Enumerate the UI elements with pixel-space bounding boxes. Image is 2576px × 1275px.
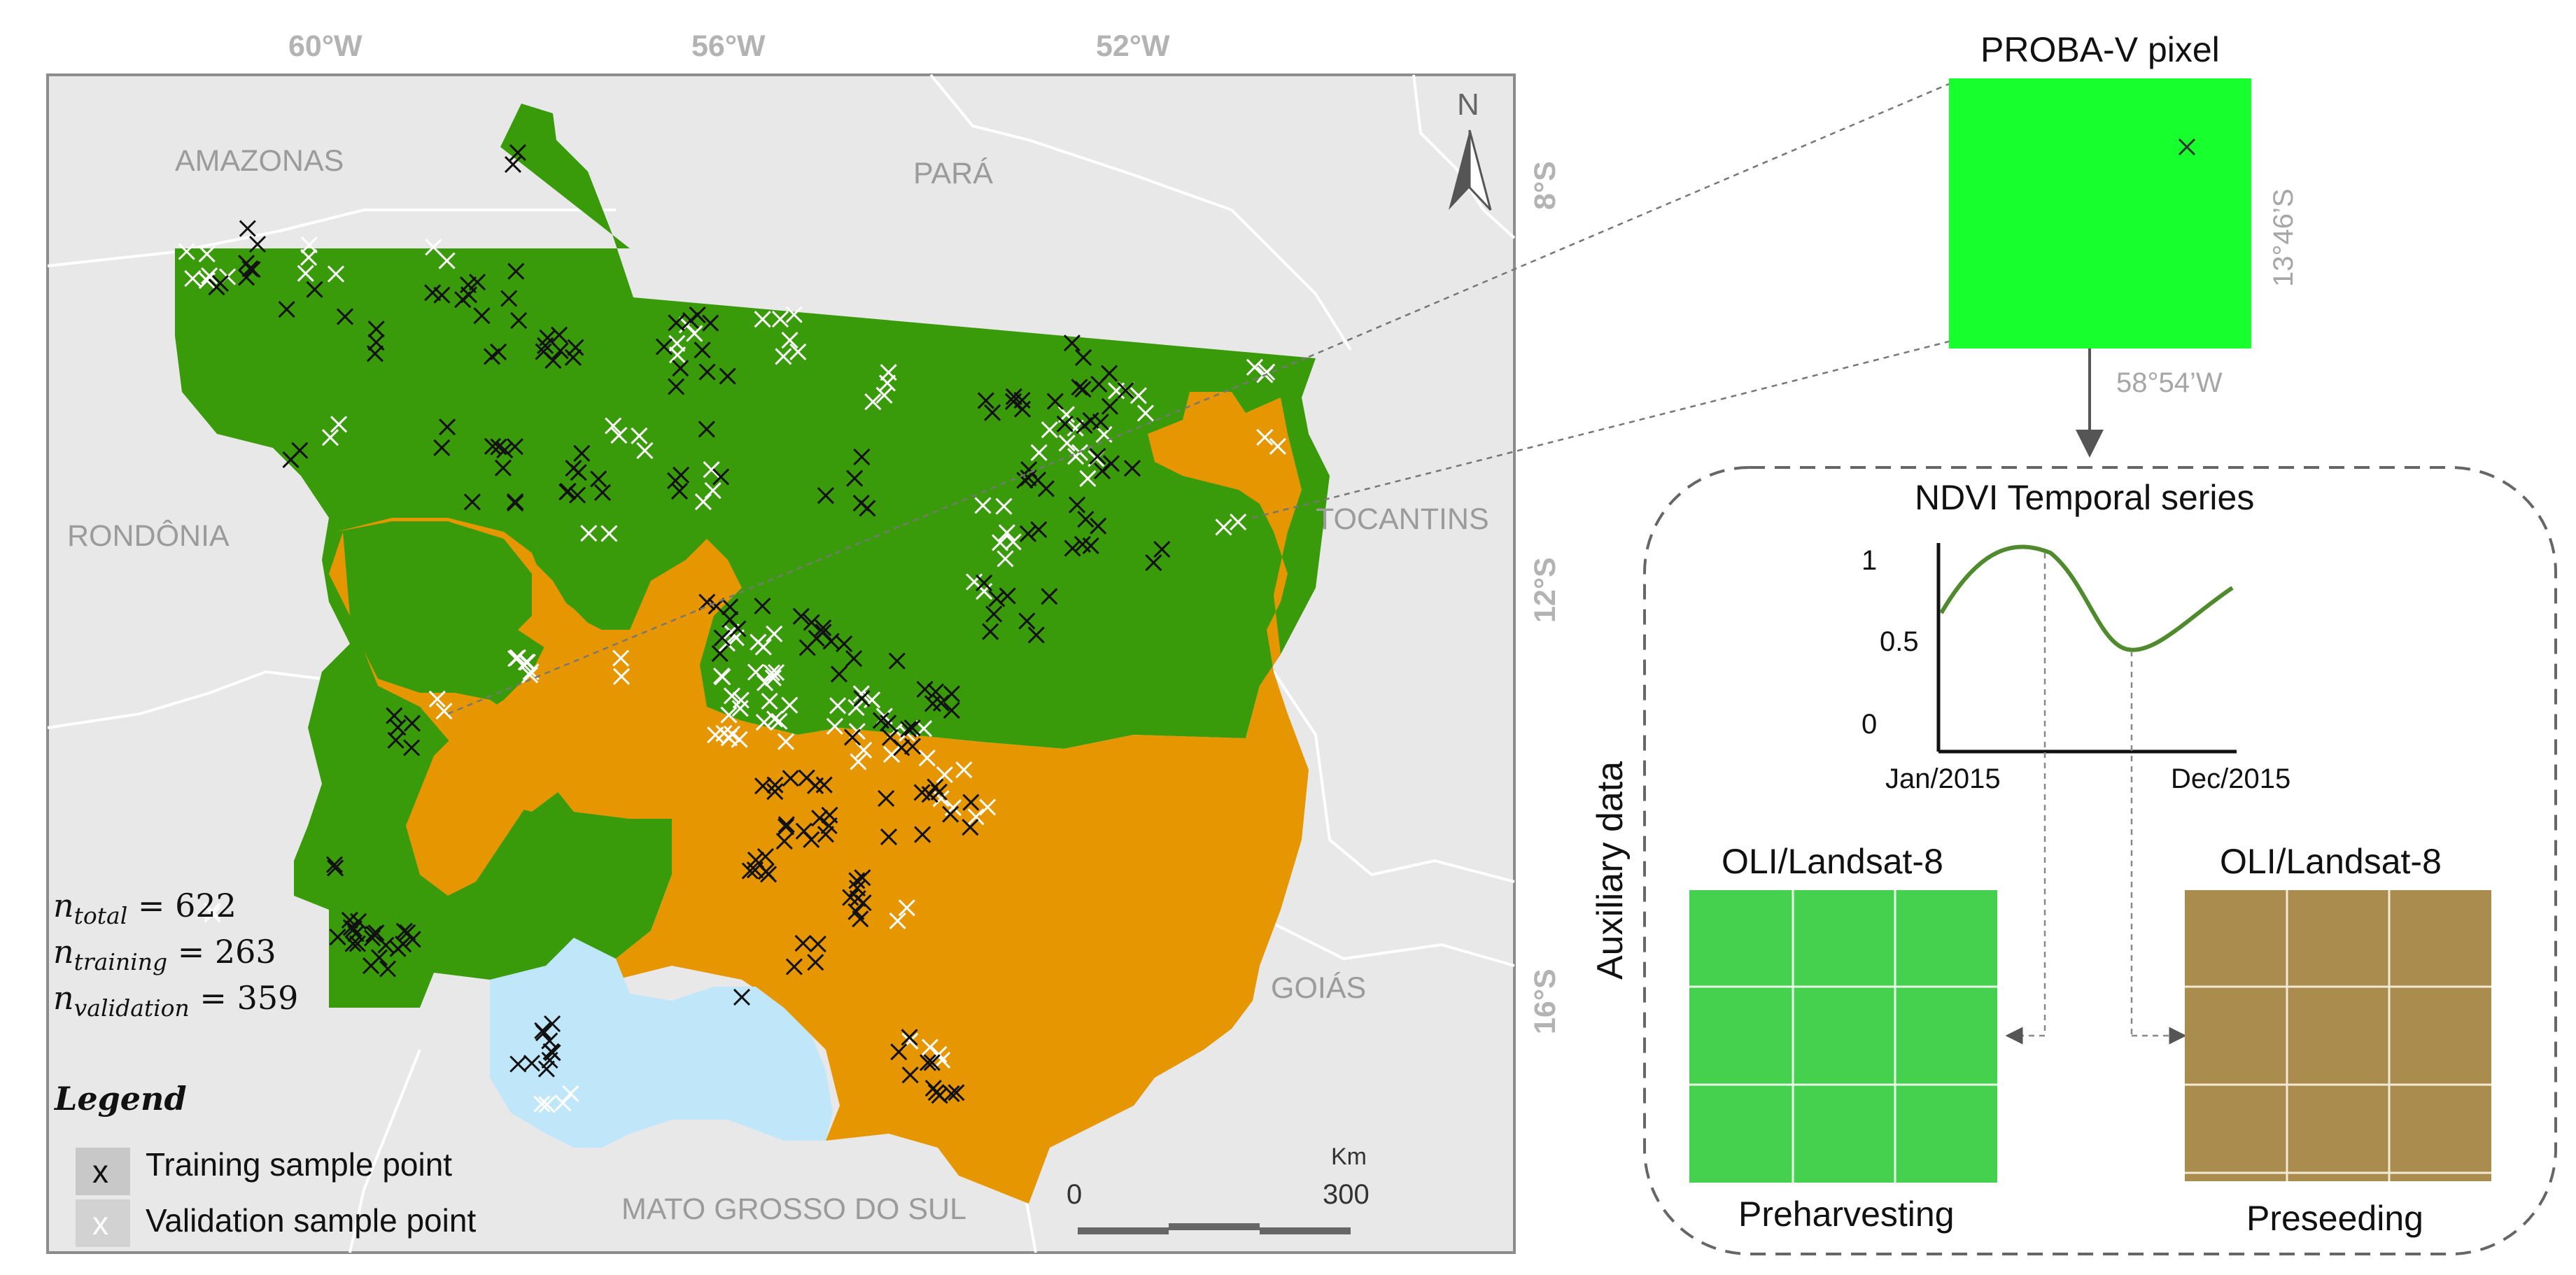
landsat-left-caption: Preharvesting: [1738, 1195, 1955, 1234]
state-borders: [47, 73, 1516, 1253]
probav-pixel: [1949, 78, 2251, 348]
lon-label-60w: 60°W: [288, 29, 363, 63]
state-label-amazonas: AMAZONAS: [175, 144, 344, 178]
state-label-mato-grosso-do-sul: MATO GROSSO DO SUL: [621, 1192, 966, 1226]
auxiliary-label: Auxiliary data: [1590, 761, 1631, 980]
scale-min: 0: [1067, 1179, 1082, 1210]
probav-lon: 58°54’W: [2116, 367, 2223, 398]
legend-training-swatch: [76, 1148, 130, 1195]
legend: Legend x Training sample point x Validat…: [53, 1080, 476, 1247]
stat-training: ntraining = 263: [53, 933, 276, 975]
state-label-rondonia: RONDÔNIA: [67, 519, 230, 553]
ndvi-xend: Dec/2015: [2171, 763, 2290, 794]
scale-unit: Km: [1331, 1143, 1367, 1170]
legend-title: Legend: [53, 1080, 187, 1118]
probav-pixel-panel: PROBA-V pixel 13°46’S 58°54’W: [1949, 30, 2299, 458]
lat-label-16s: 16°S: [1528, 968, 1562, 1034]
stat-validation: nvalidation = 359: [53, 979, 298, 1022]
lon-label-52w: 52°W: [1096, 29, 1170, 63]
auxiliary-data-panel: Auxiliary data NDVI Temporal series 1 0.…: [1590, 466, 2557, 1255]
landsat-preharvesting-image: [1689, 890, 1997, 1183]
scale-max: 300: [1323, 1179, 1370, 1210]
legend-validation-label: Validation sample point: [146, 1202, 476, 1239]
stat-total: ntotal = 622: [53, 887, 237, 929]
landsat-preseeding-image: [2185, 890, 2491, 1181]
scale-bar: Km 0 300: [1067, 1143, 1370, 1234]
ndvi-ytick-0: 0: [1861, 709, 1877, 740]
legend-validation-swatch: [76, 1199, 130, 1247]
sample-counts: ntotal = 622 ntraining = 263 nvalidation…: [53, 887, 298, 1022]
landsat-left-title: OLI/Landsat-8: [1722, 842, 1943, 881]
state-label-tocantins: TOCANTINS: [1316, 502, 1489, 536]
svg-text:N: N: [1457, 87, 1479, 122]
lon-label-56w: 56°W: [691, 29, 766, 63]
legend-validation-marker: x: [92, 1205, 108, 1241]
ndvi-curve: [1939, 544, 2234, 652]
ndvi-xstart: Jan/2015: [1885, 763, 2001, 794]
pantanal-biome: [490, 938, 833, 1148]
landsat-right-caption: Preseeding: [2246, 1199, 2423, 1238]
probav-lat: 13°46’S: [2268, 188, 2299, 287]
state-label-goias: GOIÁS: [1271, 971, 1366, 1005]
legend-training-label: Training sample point: [146, 1146, 452, 1183]
lat-label-8s: 8°S: [1528, 161, 1562, 210]
probav-title: PROBA-V pixel: [1980, 30, 2220, 69]
cerrado-west-lobe: [336, 518, 714, 896]
state-label-para: PARÁ: [913, 157, 993, 190]
ndvi-title: NDVI Temporal series: [1915, 478, 2254, 517]
legend-training-marker: x: [92, 1153, 108, 1190]
ndvi-chart: 1 0.5 0 Jan/2015 Dec/2015: [1861, 543, 2290, 1045]
lat-label-12s: 12°S: [1528, 557, 1562, 623]
north-arrow-icon: N: [1449, 87, 1492, 211]
pixel-connector: [447, 83, 1950, 715]
ndvi-ytick-05: 0.5: [1880, 626, 1919, 657]
ndvi-ytick-1: 1: [1861, 545, 1877, 576]
landsat-right-title: OLI/Landsat-8: [2220, 842, 2442, 881]
cerrado-biome: [329, 392, 1309, 1204]
map-panel: AMAZONAS PARÁ RONDÔNIA TOCANTINS GOIÁS M…: [46, 29, 1562, 1254]
